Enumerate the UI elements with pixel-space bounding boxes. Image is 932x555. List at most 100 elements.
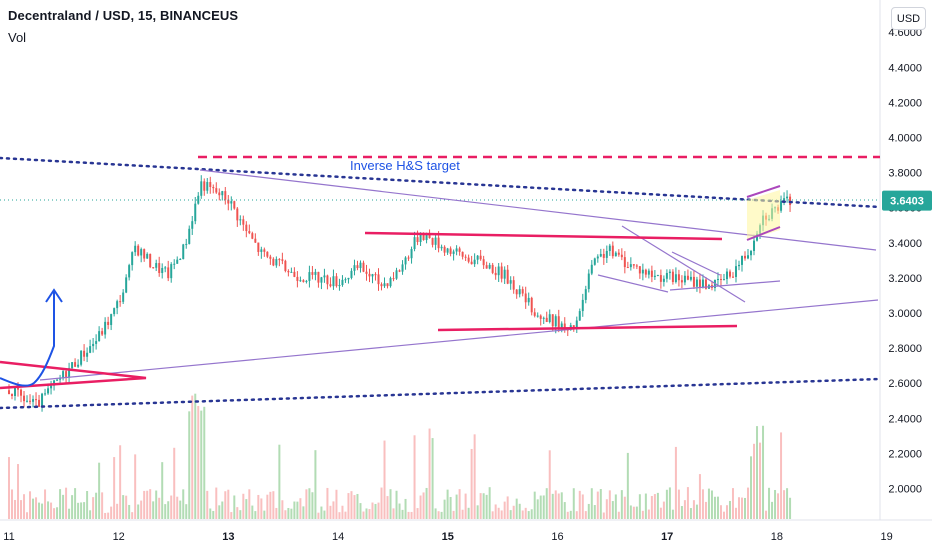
candle-body — [479, 255, 482, 260]
volume-bar — [344, 511, 347, 519]
candle-body — [644, 269, 647, 275]
candle-body — [371, 274, 374, 277]
candle-body — [680, 280, 683, 283]
volume-bar — [557, 493, 560, 519]
volume-bar — [212, 510, 215, 519]
volume-bar — [125, 495, 128, 519]
volume-bar — [551, 493, 554, 519]
volume-bar — [677, 489, 680, 519]
candle-body — [56, 379, 59, 381]
candle-body — [77, 364, 80, 367]
candle-body — [62, 371, 65, 379]
volume-bar — [236, 507, 239, 519]
candle-body — [125, 277, 128, 293]
volume-bar — [509, 510, 512, 519]
candle-body — [725, 271, 728, 280]
volume-bar — [704, 501, 707, 519]
volume-bar — [206, 490, 209, 519]
candle-body — [170, 264, 173, 279]
candle-body — [131, 252, 134, 266]
price-tick-label: 4.4000 — [888, 62, 922, 74]
volume-bar — [257, 494, 260, 519]
candle-body — [647, 270, 650, 275]
volume-bar — [632, 506, 635, 519]
candle-body — [134, 245, 137, 253]
candle-body — [548, 314, 551, 322]
volume-bar — [716, 496, 719, 519]
volume-bar — [110, 506, 113, 519]
volume-bar — [389, 489, 392, 519]
currency-button[interactable]: USD — [891, 7, 926, 30]
volume-bar — [152, 501, 155, 519]
candle-body — [218, 192, 221, 196]
candle-body — [500, 266, 503, 279]
volume-bar — [65, 487, 68, 519]
candle-body — [686, 275, 689, 280]
volume-bar — [458, 489, 461, 519]
volume-bar — [762, 425, 765, 519]
candle-body — [386, 283, 389, 287]
volume-bar — [290, 508, 293, 519]
candle-body — [356, 265, 359, 269]
candle-body — [122, 292, 125, 302]
volume-bar — [158, 497, 161, 519]
upper-dotted-trendline — [0, 156, 882, 209]
candle-body — [320, 277, 323, 283]
candle-body — [596, 256, 599, 259]
volume-bar — [59, 489, 62, 519]
volume-bar — [686, 487, 689, 519]
volume-bar — [443, 499, 446, 519]
candle-body — [521, 289, 524, 294]
candle-body — [86, 352, 89, 357]
candle-body — [512, 280, 515, 290]
candle-body — [458, 248, 461, 252]
volume-bar — [695, 504, 698, 519]
time-tick-label: 15 — [442, 531, 454, 543]
candle-body — [719, 278, 722, 280]
candle-body — [530, 297, 533, 313]
volume-bar — [278, 444, 281, 519]
volume-bar — [491, 511, 494, 519]
candle-body — [59, 378, 62, 380]
candle-body — [17, 388, 20, 390]
volume-bar — [119, 445, 122, 519]
volume-bar — [95, 492, 98, 519]
volume-bar — [780, 432, 783, 519]
candle-body — [206, 182, 209, 191]
flag-bottom-line — [746, 226, 781, 241]
volume-bar — [503, 501, 506, 519]
candle-body — [632, 264, 635, 266]
volume-bar — [41, 503, 44, 519]
candle-body — [95, 341, 98, 344]
volume-bar — [404, 498, 407, 519]
volume-bar — [227, 489, 230, 519]
candle-body — [272, 258, 275, 266]
candle-body — [83, 350, 86, 357]
volume-bar — [11, 489, 14, 519]
candle-body — [227, 199, 230, 204]
price-tick-label: 3.4000 — [888, 238, 922, 250]
volume-bar — [260, 498, 263, 519]
volume-bar — [320, 506, 323, 519]
time-tick-label: 11 — [3, 531, 14, 543]
candle-body — [26, 400, 29, 402]
candle-body — [20, 389, 23, 396]
candle-body — [344, 279, 347, 281]
time-tick-label: 12 — [113, 531, 125, 543]
volume-bar — [644, 493, 647, 519]
candle-body — [674, 274, 677, 282]
candle-body — [473, 259, 476, 265]
last-price-tag — [882, 190, 932, 211]
candle-body — [677, 274, 680, 281]
candle-body — [461, 251, 464, 257]
candle-body — [551, 314, 554, 327]
volume-bar — [500, 510, 503, 519]
candle-body — [329, 284, 332, 287]
volume-bar — [419, 495, 422, 519]
wedge-lower-line — [597, 274, 669, 293]
volume-bar — [536, 499, 539, 519]
candle-body — [578, 311, 581, 321]
volume-bar — [407, 511, 410, 519]
